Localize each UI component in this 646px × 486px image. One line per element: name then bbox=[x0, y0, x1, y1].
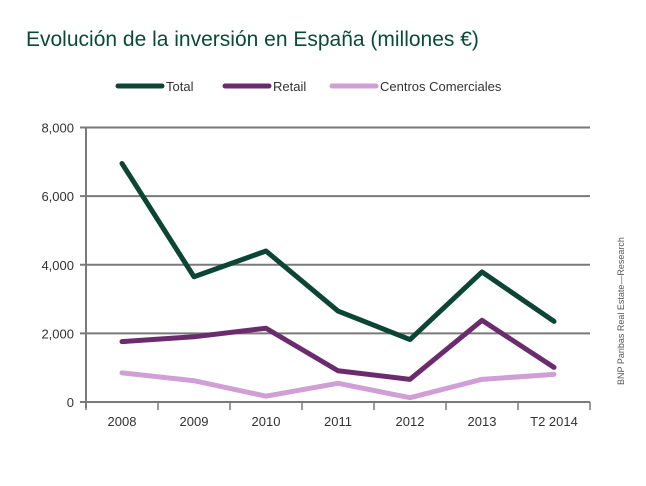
x-tick-label: 2012 bbox=[396, 414, 425, 429]
legend-label: Total bbox=[166, 79, 194, 94]
y-tick-label: 0 bbox=[67, 395, 74, 410]
source-note: BNP Paribas Real Estate—Research bbox=[616, 237, 626, 385]
series-line-centros-comerciales bbox=[119, 370, 557, 401]
series-line-retail bbox=[119, 317, 557, 382]
legend-label: Retail bbox=[273, 79, 306, 94]
legend-label: Centros Comerciales bbox=[380, 79, 502, 94]
x-tick-label: 2010 bbox=[252, 414, 281, 429]
y-tick-label: 4,000 bbox=[41, 258, 74, 273]
x-tick-label: 2013 bbox=[468, 414, 497, 429]
x-tick-label: T2 2014 bbox=[530, 414, 578, 429]
chart-title: Evolución de la inversión en España (mil… bbox=[26, 28, 479, 51]
x-tick-label: 2008 bbox=[108, 414, 137, 429]
x-tick-label: 2011 bbox=[324, 414, 352, 429]
y-tick-label: 6,000 bbox=[41, 189, 74, 204]
x-tick-label: 2009 bbox=[180, 414, 209, 429]
series-line-total bbox=[119, 161, 557, 343]
y-tick-label: 8,000 bbox=[41, 121, 74, 136]
y-tick-label: 2,000 bbox=[41, 326, 74, 341]
